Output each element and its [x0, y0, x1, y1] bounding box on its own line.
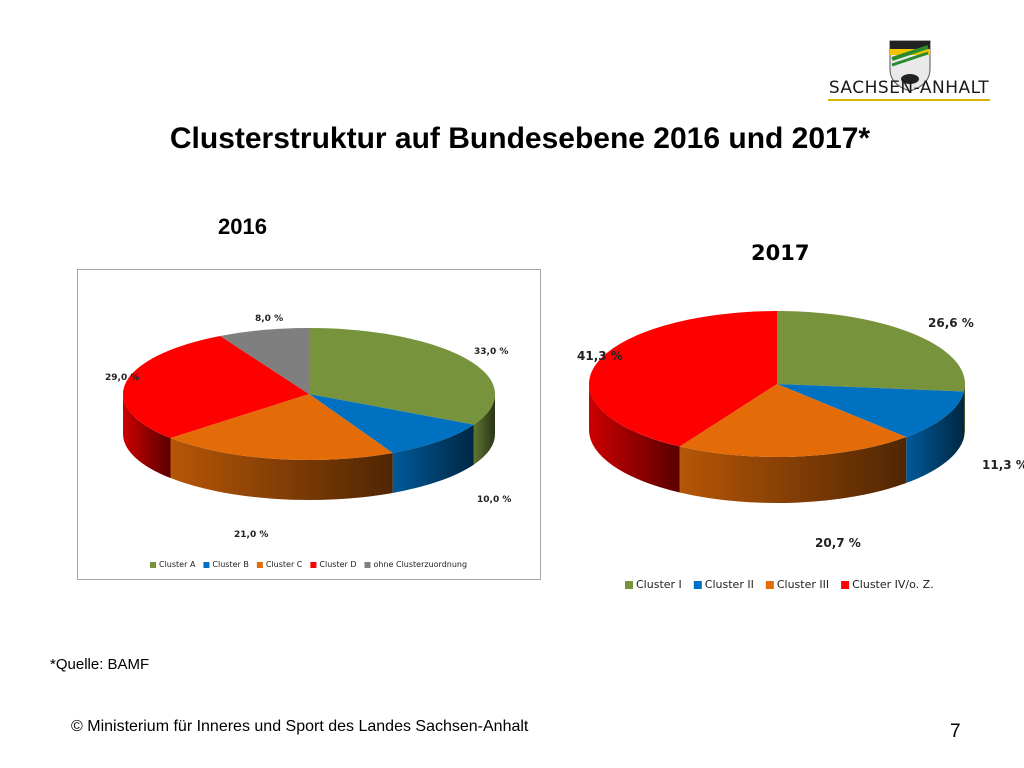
chart-2016-frame	[77, 269, 541, 580]
pie-slice-2016-1	[309, 394, 474, 453]
legend-swatch-2017-2	[765, 581, 774, 589]
coat-of-arms-icon	[889, 40, 931, 92]
pie-slice-2016-3	[122, 336, 309, 439]
pie-slice-side-2017-3	[589, 384, 680, 493]
data-label-2017-3: 41,3 %	[577, 349, 623, 363]
legend-swatch-2016-3	[310, 562, 317, 568]
data-label-2016-2: 21,0 %	[234, 530, 268, 540]
data-label-2016-0: 33,0 %	[474, 347, 508, 357]
page-title: Clusterstruktur auf Bundesebene 2016 und…	[169, 122, 871, 155]
legend-swatch-2016-0	[150, 562, 156, 568]
data-label-2017-0: 26,6 %	[928, 316, 974, 330]
legend-label-2016-4: ohne Clusterzuordnung	[374, 560, 468, 569]
pie-slice-2016-0	[309, 328, 496, 425]
legend-swatch-2017-3	[841, 581, 850, 589]
footer-copyright: © Ministerium für Inneres und Sport des …	[71, 718, 529, 735]
legend-label-2017-3: Cluster IV/o. Z.	[852, 578, 934, 591]
legend-label-2016-1: Cluster B	[212, 560, 248, 569]
legend-swatch-2016-4	[364, 562, 371, 568]
data-label-2016-1: 10,0 %	[477, 495, 511, 505]
chart-2017-title: 2017	[751, 241, 810, 265]
pie-slice-side-2016-2	[170, 438, 393, 500]
pie-slice-2016-4	[220, 328, 309, 394]
pie-slice-side-2016-1	[392, 424, 474, 493]
legend-swatch-2016-1	[203, 562, 210, 568]
pie-slice-2017-0	[777, 311, 966, 392]
legend-label-2017-2: Cluster III	[777, 578, 829, 591]
legend-label-2016-2: Cluster C	[266, 560, 303, 569]
pie-slice-2016-2	[170, 394, 393, 460]
legend-label-2017-0: Cluster I	[636, 578, 682, 591]
legend-label-2016-0: Cluster A	[159, 560, 196, 569]
data-label-2017-2: 20,7 %	[815, 536, 861, 550]
legend-label-2017-1: Cluster II	[705, 578, 754, 591]
logo-underline	[828, 99, 990, 101]
pie-slice-side-2016-3	[123, 394, 171, 479]
legend-swatch-2017-1	[693, 581, 702, 589]
pie-slice-side-2017-0	[964, 384, 965, 438]
page-number: 7	[950, 721, 961, 742]
pie-slice-2017-2	[679, 384, 907, 457]
source-note: *Quelle: BAMF	[50, 656, 150, 673]
logo-text: SACHSEN-ANHALT	[828, 78, 990, 98]
pie-slice-2017-1	[777, 384, 965, 438]
data-label-2017-1: 11,3 %	[982, 458, 1024, 472]
legend-swatch-2016-2	[256, 562, 263, 568]
data-label-2016-4: 8,0 %	[255, 314, 283, 324]
chart-2016-title: 2016	[218, 214, 267, 239]
pie-slice-side-2016-0	[473, 394, 495, 465]
pie-slice-side-2017-2	[679, 437, 907, 503]
legend-label-2016-3: Cluster D	[319, 560, 356, 569]
pie-slice-side-2017-1	[906, 391, 965, 484]
legend-swatch-2017-0	[625, 581, 633, 589]
pie-slice-2017-3	[589, 311, 777, 447]
data-label-2016-3: 29,0 %	[105, 373, 139, 383]
